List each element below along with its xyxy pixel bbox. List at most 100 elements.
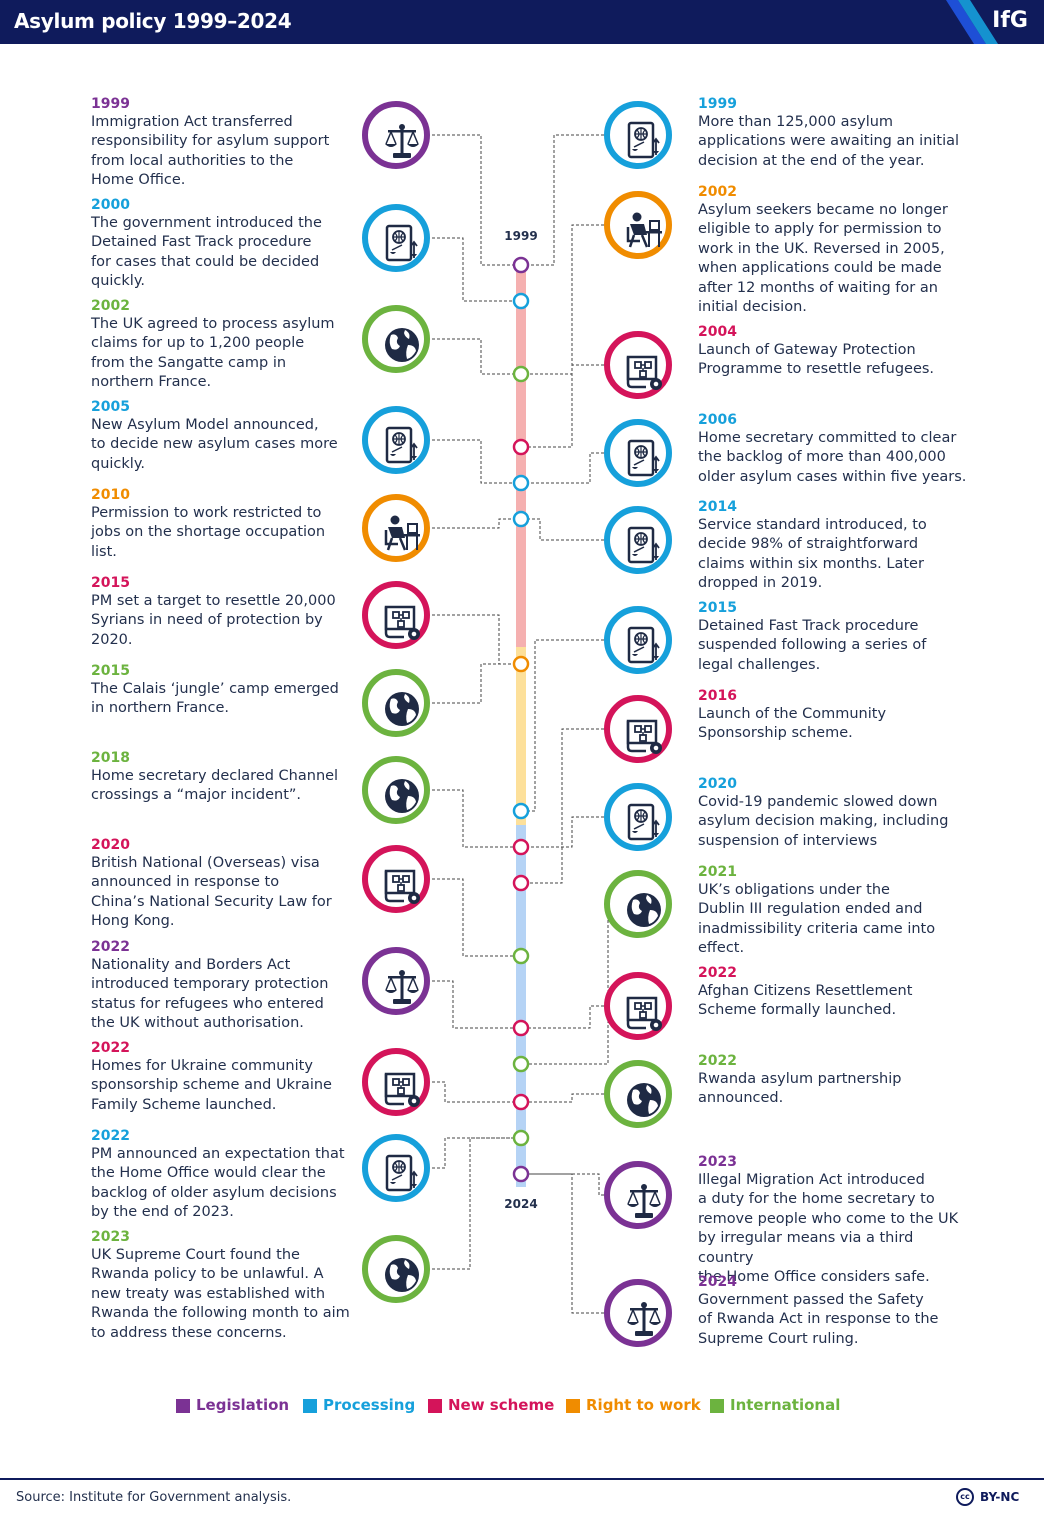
worker-at-desk-icon — [626, 212, 662, 248]
left-event: 2015 The Calais ‘jungle’ camp emerged in n… — [91, 663, 361, 719]
event-text-line: list. — [91, 543, 117, 560]
event-text-line: New Asylum Model announced, — [91, 417, 319, 433]
event-text-line: More than 125,000 asylum — [698, 114, 894, 130]
event-text-line: Homes for Ukraine community — [91, 1058, 313, 1074]
document-processing-icon-badge — [362, 1134, 430, 1202]
right-event: 2015 Detained Fast Track procedure suspend… — [698, 600, 968, 675]
event-text-line: UK’s obligations under the — [698, 882, 890, 898]
document-processing-icon — [627, 803, 660, 841]
event-text-line: Launch of the Community — [698, 706, 887, 722]
left-event: 2002 The UK agreed to process asylum claim… — [91, 298, 361, 393]
document-processing-icon-badge — [604, 101, 672, 169]
timeline-node — [512, 802, 530, 820]
event-text-line: backlog of older asylum decisions — [91, 1184, 337, 1201]
left-event: 2022 PM announced an expectation that the … — [91, 1128, 361, 1223]
scheme-plan-icon — [384, 605, 420, 640]
scales-icon — [385, 970, 419, 1004]
event-text-line: Launch of Gateway Protection — [698, 342, 916, 358]
timeline-node — [512, 256, 530, 274]
timeline-node — [512, 1055, 530, 1073]
document-processing-icon — [627, 439, 660, 477]
event-text-line: claims within six months. Later — [698, 555, 924, 572]
event-text-line: to decide new asylum cases more — [91, 436, 338, 453]
event-text-line: quickly. — [91, 455, 145, 472]
scales-icon — [627, 1302, 661, 1336]
document-processing-icon — [627, 121, 660, 159]
scheme-plan-icon — [626, 355, 662, 390]
legend-label: Right to work — [586, 1396, 701, 1414]
event-text-line: announced in response to — [91, 874, 280, 891]
globe-icon-badge — [362, 669, 430, 737]
event-text-line: sponsorship scheme and Ukraine — [91, 1077, 332, 1094]
scales-icon-badge — [362, 101, 430, 169]
event-text-line: remove people who come to the UK — [698, 1210, 959, 1227]
event-year: 2015 — [91, 575, 130, 591]
logo-stripes-icon — [946, 0, 998, 44]
legend-label: Legislation — [196, 1396, 290, 1414]
event-text-line: responsibility for asylum support — [91, 133, 330, 150]
worker-at-desk-icon-badge — [362, 494, 430, 562]
left-event: 2005 New Asylum Model announced, to decide… — [91, 399, 361, 474]
document-processing-icon-badge — [604, 506, 672, 574]
right-event: 2004 Launch of Gateway Protection Programm… — [698, 324, 968, 380]
left-event: 2015 PM set a target to resettle 20,000 Sy… — [91, 575, 361, 650]
event-text-line: The Calais ‘jungle’ camp emerged — [91, 681, 339, 697]
event-text-line: Family Scheme launched. — [91, 1096, 277, 1113]
event-year: 2023 — [91, 1229, 130, 1245]
event-year: 2022 — [698, 1053, 737, 1069]
event-text-line: of Rwanda Act in response to the — [698, 1311, 939, 1328]
event-text-line: by the end of 2023. — [91, 1204, 234, 1221]
event-year: 2021 — [698, 864, 737, 880]
event-text-line: older asylum cases within five years. — [698, 468, 967, 485]
right-event: 2022 Rwanda asylum partnership announced. — [698, 1053, 968, 1109]
event-text-line: jobs on the shortage occupation — [91, 524, 326, 541]
document-processing-icon — [385, 224, 418, 262]
document-processing-icon-badge — [604, 419, 672, 487]
globe-icon — [385, 1258, 419, 1292]
right-event: 2023 Illegal Migration Act introduced a du… — [698, 1154, 968, 1287]
scheme-plan-icon-badge — [362, 845, 430, 913]
event-year: 1999 — [91, 96, 130, 112]
event-text-line: initial decision. — [698, 299, 807, 316]
event-text-line: status for refugees who entered — [91, 995, 324, 1012]
event-text-line: Dublin III regulation ended and — [698, 901, 923, 918]
event-text-line: the Home Office considers safe. — [698, 1269, 930, 1286]
left-event: 2022 Nationality and Borders Act introduce… — [91, 939, 361, 1034]
event-text-line: PM announced an expectation that — [91, 1146, 345, 1162]
event-year: 2022 — [698, 965, 737, 981]
event-text-line: new treaty was established with — [91, 1285, 326, 1302]
event-text-line: The UK agreed to process asylum — [91, 316, 335, 332]
event-text-line: Asylum seekers became no longer — [698, 202, 948, 218]
document-processing-icon — [385, 426, 418, 464]
event-text-line: dropped in 2019. — [698, 575, 823, 592]
event-text-line: British National (Overseas) visa — [91, 855, 320, 871]
timeline-node — [512, 947, 530, 965]
event-year: 2000 — [91, 197, 130, 213]
right-event: 2024 Government passed the Safety of Rwand… — [698, 1274, 968, 1349]
left-event: 2023 UK Supreme Court found the Rwanda pol… — [91, 1229, 361, 1343]
header-bar: Asylum policy 1999–2024 IfG — [0, 0, 1044, 44]
event-year: 2015 — [91, 663, 130, 679]
event-text-line: asylum decision making, including — [698, 813, 949, 830]
event-text-line: Nationality and Borders Act — [91, 957, 291, 973]
event-year: 2016 — [698, 688, 737, 704]
event-text-line: the backlog of more than 400,000 — [698, 449, 946, 466]
event-text-line: inadmissibility criteria came into — [698, 920, 936, 937]
globe-icon-badge — [604, 870, 672, 938]
legend-swatch — [566, 1399, 580, 1413]
event-text-line: Service standard introduced, to — [698, 517, 927, 533]
event-text-line: effect. — [698, 940, 745, 957]
scales-icon-badge — [604, 1279, 672, 1347]
event-text-line: decision at the end of the year. — [698, 152, 925, 169]
globe-icon-badge — [362, 756, 430, 824]
timeline-node — [512, 874, 530, 892]
event-text-line: crossings a “major incident”. — [91, 787, 302, 804]
left-event: 2010 Permission to work restricted to jobs… — [91, 487, 361, 562]
event-text-line: eligible to apply for permission to — [698, 221, 942, 238]
event-year: 2022 — [91, 939, 130, 955]
event-text-line: Programme to resettle refugees. — [698, 361, 935, 378]
timeline-diagram — [432, 134, 609, 1314]
document-processing-icon — [627, 526, 660, 564]
scheme-plan-icon — [626, 719, 662, 754]
event-text-line: by irregular means via a third country — [698, 1230, 914, 1266]
